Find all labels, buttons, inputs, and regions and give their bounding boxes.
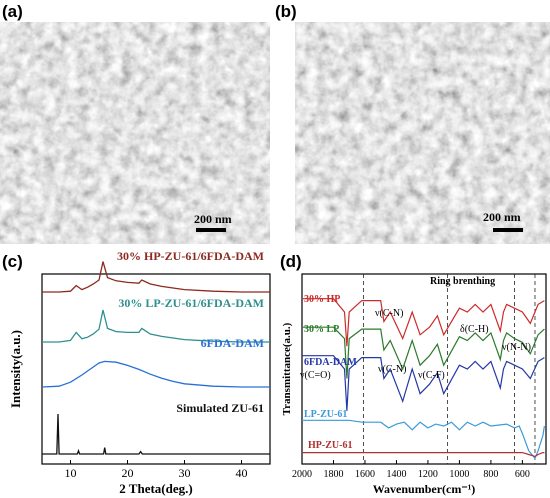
ftir-label-1: 30% LP [304,324,339,335]
sem-image-b: 200 nm [295,22,550,244]
x-tick-label-3: 40 [236,466,248,480]
scale-text-a: 200 nm [194,212,232,226]
ftir-annotation-3: ν(N-N) [502,342,531,353]
x-axis-label-c: 2 Theta(deg.) [119,481,192,496]
series-line-2 [41,360,270,388]
ftir-x-tick-label-3: 1400 [386,469,406,480]
sem-texture-a: 200 nm [0,22,270,244]
ftir-label-4: HP-ZU-61 [308,440,352,451]
series-label-2: 6FDA-DAM [201,336,264,350]
ftir-chart: 30% HP 30% LP 6FDA-DAM LP-ZU-61 HP-ZU-61 Ring… [281,273,547,496]
ftir-x-tick-label-1: 1800 [323,469,343,480]
series-label-3: Simulated ZU-61 [176,401,264,415]
x-axis-label-d: Wavenumber(cm⁻¹) [373,482,476,496]
scale-text-b: 200 nm [483,210,521,224]
panel-label-c: (c) [2,252,23,271]
scale-bar-b [493,228,523,232]
ftir-annotation-5: ν(C-N) [378,364,406,375]
ftir-series-0 [302,298,545,347]
sem-texture-b: 200 nm [295,22,550,244]
xrd-chart: 30% HP-ZU-61/6FDA-DAM 30% LP-ZU-61/6FDA-D… [8,252,271,496]
ftir-x-tick-label-7: 600 [515,469,530,480]
scale-bar-a [196,228,226,232]
ftir-x-tick-label-6: 800 [483,469,498,480]
ftir-annotation-2: δ(C-H) [460,324,489,335]
plot-frame-c [41,273,271,465]
panel-label-a: (a) [2,2,23,21]
y-axis-label-c: Intensity(a.u.) [8,330,23,408]
ftir-annotation-6: ν(C-F) [418,370,445,381]
ftir-annotation-1: ν(C-N) [375,308,403,319]
ftir-label-3: LP-ZU-61 [304,409,347,420]
ftir-annotation-0: Ring brenthing [430,276,495,287]
series-line-3 [42,413,270,455]
ftir-x-tick-label-4: 1200 [418,469,438,480]
sem-image-a: 200 nm [0,22,270,244]
ftir-series-3 [302,419,545,460]
ftir-label-2: 6FDA-DAM [304,357,357,368]
ftir-x-tick-label-5: 1000 [449,469,469,480]
series-label-0: 30% HP-ZU-61/6FDA-DAM [117,252,264,263]
ftir-series-1 [302,326,545,379]
series-label-1: 30% LP-ZU-61/6FDA-DAM [118,296,264,310]
panel-label-d: (d) [280,252,302,271]
x-tick-label-0: 10 [65,466,77,480]
x-tick-label-1: 20 [122,466,134,480]
ftir-label-0: 30% HP [304,294,340,305]
ftir-series-2 [302,355,545,411]
series-line-1 [42,309,270,343]
series-line-0 [42,261,270,293]
x-tick-label-2: 30 [179,466,191,480]
ftir-series-4 [302,452,545,458]
panel-label-b: (b) [275,2,297,21]
ftir-x-tick-label-2: 1600 [355,469,375,480]
ftir-x-tick-label-0: 2000 [292,469,312,480]
ftir-annotation-4: ν(C=O) [300,370,331,381]
y-axis-label-d: Transmittance(a.u.) [281,322,293,415]
plot-frame-d [301,273,547,465]
